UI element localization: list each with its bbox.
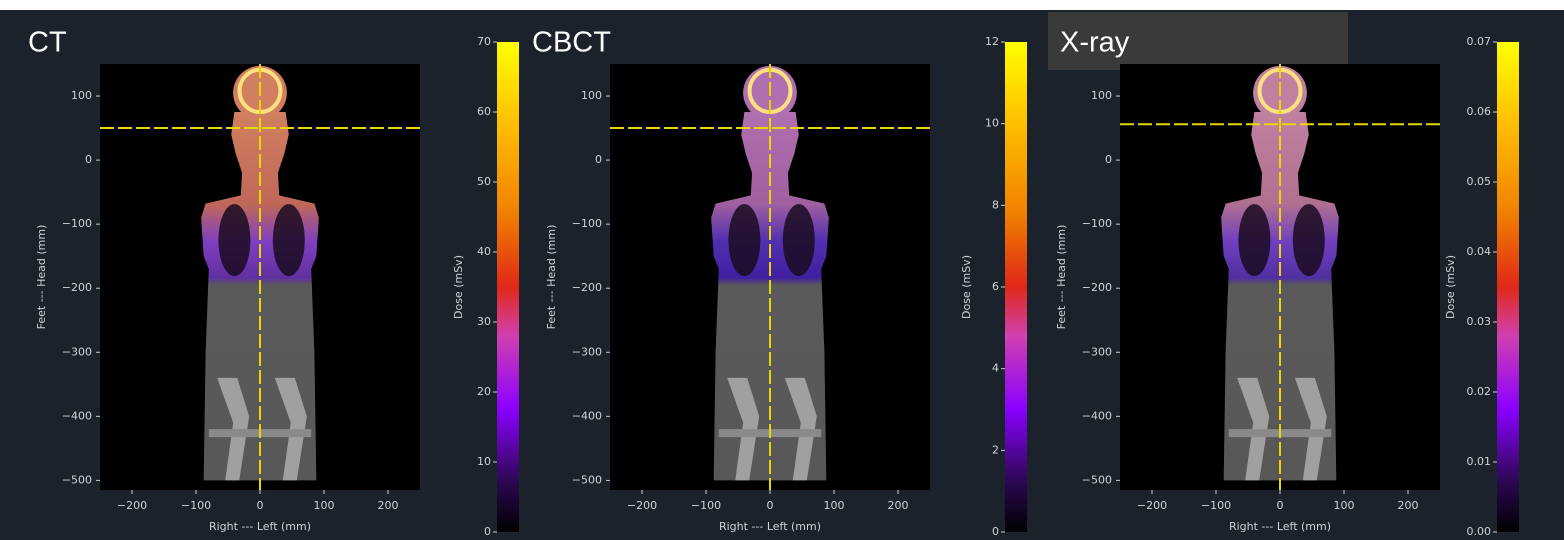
y-tick-label: −500 <box>572 473 602 486</box>
y-tick-label: −200 <box>1082 281 1112 294</box>
y-tick-label: −400 <box>572 409 602 422</box>
y-tick-label: −200 <box>572 281 602 294</box>
colorbar-tick-label: 20 <box>477 385 491 398</box>
x-tick-label: 200 <box>1398 499 1419 512</box>
lung <box>728 204 761 277</box>
colorbar-tick-label: 0.06 <box>1467 105 1492 118</box>
x-tick-label: 0 <box>257 499 264 512</box>
y-tick-label: −300 <box>572 345 602 358</box>
y-tick-label: −300 <box>1082 345 1112 358</box>
colorbar <box>1497 42 1519 532</box>
colorbar-tick-label: 0.02 <box>1467 385 1492 398</box>
lung <box>1238 204 1271 277</box>
colorbar-tick-label: 0 <box>992 525 999 538</box>
lung <box>272 204 305 277</box>
y-tick-label: −100 <box>1082 217 1112 230</box>
x-tick-label: −100 <box>1201 499 1231 512</box>
y-tick-label: −100 <box>572 217 602 230</box>
x-tick-label: −100 <box>691 499 721 512</box>
x-tick-label: 200 <box>888 499 909 512</box>
lung <box>1292 204 1325 277</box>
colorbar-tick-label: 2 <box>992 443 999 456</box>
colorbar-tick-label: 0.01 <box>1467 455 1492 468</box>
y-axis-label: Feet --- Head (mm) <box>1055 225 1068 330</box>
x-tick-label: 0 <box>767 499 774 512</box>
panel-title: X-ray <box>1060 27 1130 59</box>
title-box <box>1048 12 1348 70</box>
x-axis-label: Right --- Left (mm) <box>1229 520 1331 533</box>
x-tick-label: 0 <box>1277 499 1284 512</box>
colorbar-tick-label: 50 <box>477 175 491 188</box>
y-tick-label: 100 <box>581 89 602 102</box>
colorbar-label: Dose (mSv) <box>452 255 465 319</box>
panel-title: CT <box>28 27 67 59</box>
lung <box>782 204 815 277</box>
colorbar-tick-label: 0.05 <box>1467 175 1492 188</box>
panel-title: CBCT <box>532 27 611 59</box>
x-tick-label: 200 <box>378 499 399 512</box>
x-axis-label: Right --- Left (mm) <box>719 520 821 533</box>
x-tick-label: −200 <box>1137 499 1167 512</box>
y-tick-label: −500 <box>1082 473 1112 486</box>
colorbar-tick-label: 8 <box>992 198 999 211</box>
y-tick-label: −400 <box>1082 409 1112 422</box>
colorbar-label: Dose (mSv) <box>1444 255 1457 319</box>
y-tick-label: 0 <box>1105 153 1112 166</box>
colorbar-tick-label: 0.04 <box>1467 245 1492 258</box>
y-tick-label: 0 <box>595 153 602 166</box>
colorbar-tick-label: 30 <box>477 315 491 328</box>
y-tick-label: 100 <box>71 89 92 102</box>
colorbar-tick-label: 0 <box>484 525 491 538</box>
x-tick-label: 100 <box>1334 499 1355 512</box>
colorbar-tick-label: 0.07 <box>1467 35 1492 48</box>
y-tick-label: −400 <box>62 409 92 422</box>
x-tick-label: −100 <box>181 499 211 512</box>
y-tick-label: −200 <box>62 281 92 294</box>
y-axis-label: Feet --- Head (mm) <box>35 225 48 330</box>
colorbar-tick-label: 6 <box>992 280 999 293</box>
colorbar <box>1005 42 1027 532</box>
y-tick-label: −500 <box>62 473 92 486</box>
y-axis-label: Feet --- Head (mm) <box>545 225 558 330</box>
colorbar-tick-label: 12 <box>985 35 999 48</box>
colorbar-tick-label: 10 <box>477 455 491 468</box>
colorbar-tick-label: 40 <box>477 245 491 258</box>
colorbar-label: Dose (mSv) <box>960 255 973 319</box>
colorbar-tick-label: 4 <box>992 362 999 375</box>
lung <box>218 204 251 277</box>
y-tick-label: −100 <box>62 217 92 230</box>
colorbar-tick-label: 0.00 <box>1467 525 1492 538</box>
y-tick-label: 100 <box>1091 89 1112 102</box>
colorbar-tick-label: 70 <box>477 35 491 48</box>
y-tick-label: 0 <box>85 153 92 166</box>
x-tick-label: −200 <box>117 499 147 512</box>
colorbar <box>497 42 519 532</box>
y-tick-label: −300 <box>62 345 92 358</box>
x-tick-label: 100 <box>824 499 845 512</box>
colorbar-tick-label: 10 <box>985 117 999 130</box>
x-axis-label: Right --- Left (mm) <box>209 520 311 533</box>
colorbar-tick-label: 0.03 <box>1467 315 1492 328</box>
x-tick-label: 100 <box>314 499 335 512</box>
colorbar-tick-label: 60 <box>477 105 491 118</box>
x-tick-label: −200 <box>627 499 657 512</box>
